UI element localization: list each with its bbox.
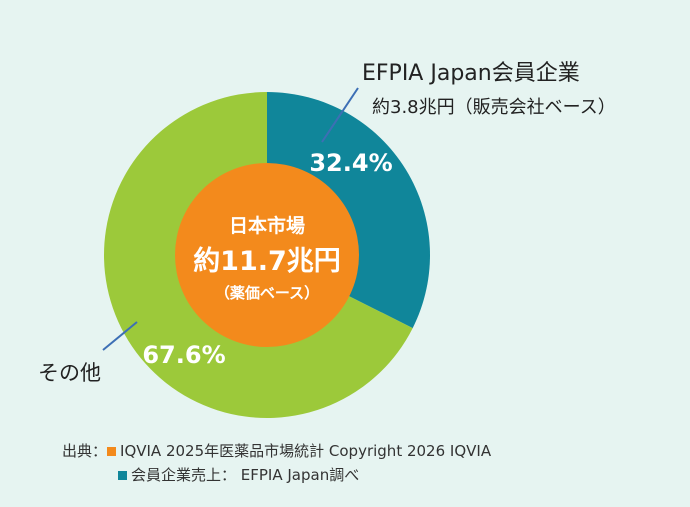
legend-swatch-teal <box>118 471 127 480</box>
center-market-value: 約11.7兆円 <box>193 245 341 277</box>
leader-line-member <box>321 87 359 143</box>
member-label-title: EFPIA Japan会員企業 <box>362 61 580 86</box>
data-label-other: 67.6% <box>142 341 225 369</box>
center-disc <box>175 163 359 347</box>
source-prefix: 出典： <box>62 442 108 460</box>
member-label-sub: 約3.8兆円（販売会社ベース） <box>372 97 616 118</box>
source-text-iqvia: IQVIA 2025年医薬品市場統計 Copyright 2026 IQVIA <box>120 442 492 460</box>
data-label-member: 32.4% <box>309 149 392 177</box>
legend-swatch-orange <box>107 447 117 456</box>
source-line-1: 出典： IQVIA 2025年医薬品市場統計 Copyright 2026 IQV… <box>62 440 491 461</box>
source-text-efpia: 会員企業売上： EFPIA Japan調べ <box>131 466 360 484</box>
leader-line-other <box>102 321 138 351</box>
other-label: その他 <box>38 361 101 385</box>
center-market-basis: （薬価ベース） <box>215 284 319 302</box>
center-market-label: 日本市場 <box>229 214 305 237</box>
source-line-2: 会員企業売上： EFPIA Japan調べ <box>118 464 359 485</box>
